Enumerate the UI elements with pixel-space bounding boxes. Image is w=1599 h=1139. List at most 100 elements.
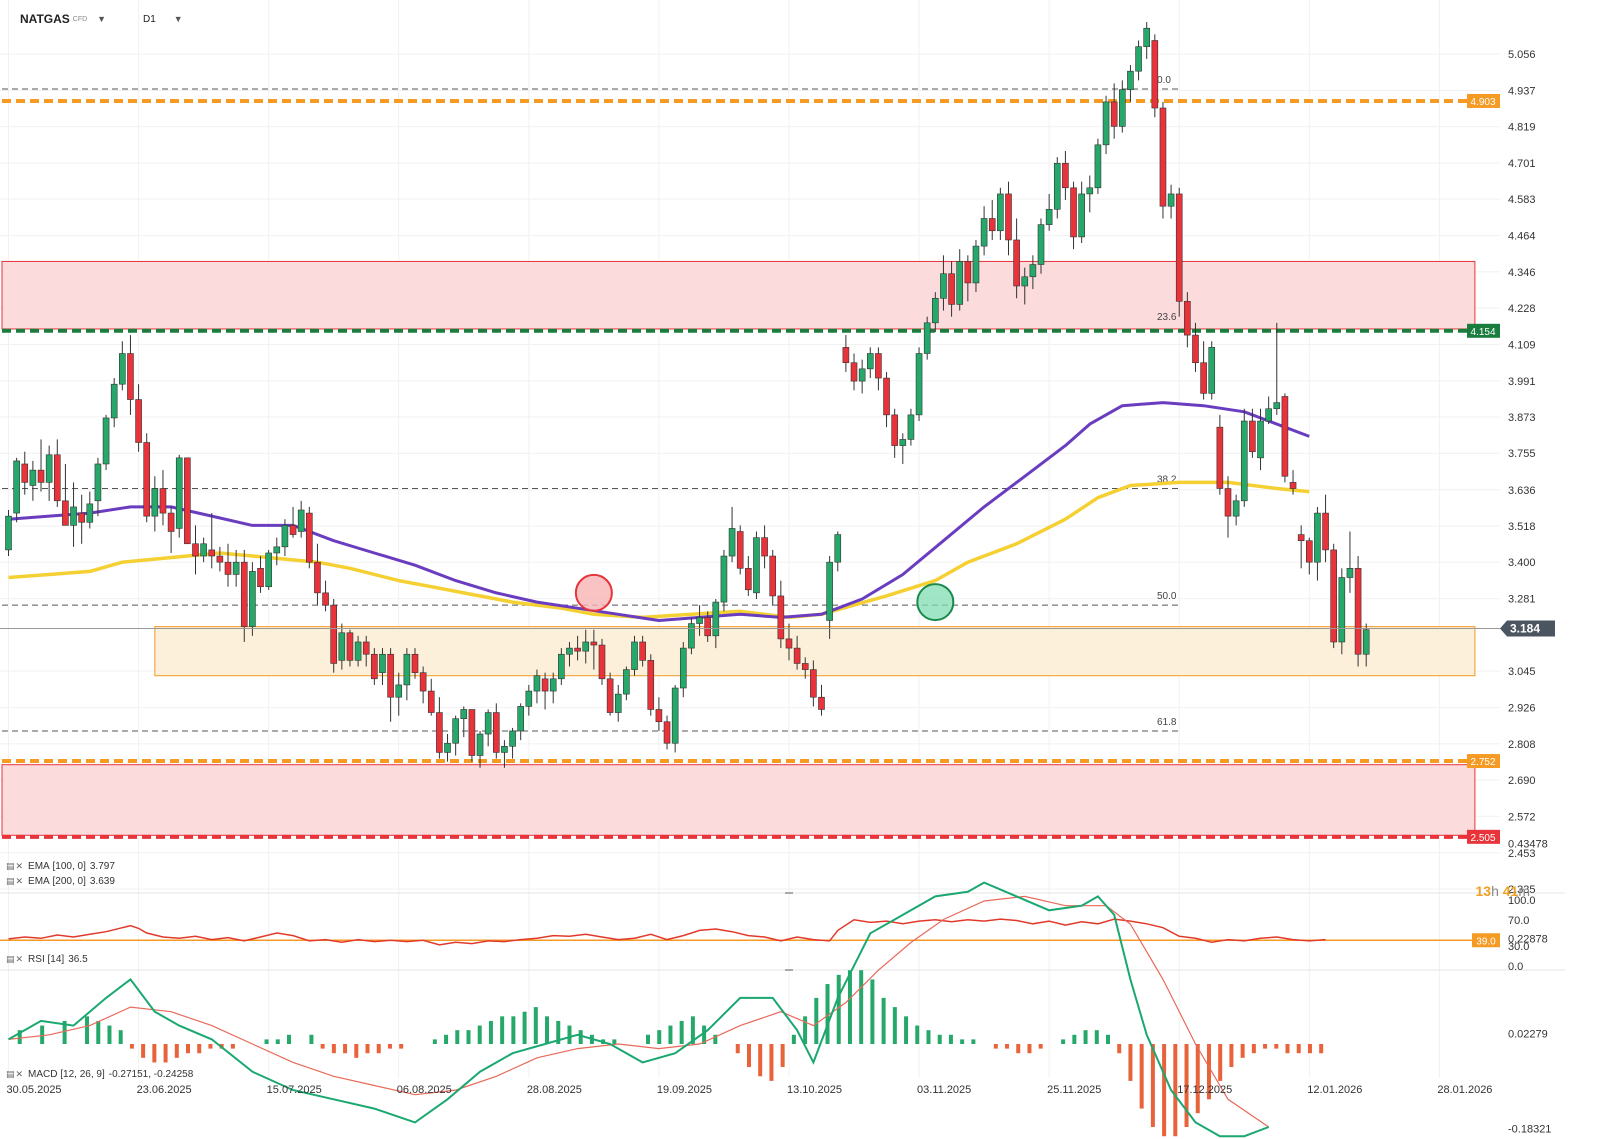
candle-body	[1167, 193, 1175, 207]
rsi-legend[interactable]: ▤✕ RSI [14] 36.5	[6, 954, 88, 965]
candle-body	[427, 690, 435, 713]
candle-body	[907, 414, 915, 440]
candle-body	[671, 687, 679, 744]
candle	[582, 629, 590, 664]
macd-legend[interactable]: ▤✕ MACD [12, 26, 9] -0.27151, -0.24258	[6, 1069, 194, 1080]
candle-body	[289, 525, 297, 535]
candle-body	[509, 730, 516, 747]
candle	[1167, 184, 1175, 219]
candle-body	[102, 417, 110, 465]
macd-histogram-bar	[1072, 1034, 1077, 1044]
chevron-down-icon[interactable]: ▼	[173, 14, 183, 24]
candle-body	[29, 469, 37, 486]
macd-pane: 0.43478 0.22878 0.02279 -0.18321	[8, 838, 1551, 1138]
macd-histogram-bar	[264, 1039, 269, 1044]
candle-body	[13, 460, 20, 514]
candle	[45, 445, 53, 501]
candle	[745, 556, 752, 596]
macd-tick: -0.18321	[1508, 1123, 1551, 1135]
candle	[826, 556, 833, 639]
candle	[289, 506, 297, 538]
macd-histogram-bar	[96, 1020, 101, 1044]
candle-body	[371, 653, 378, 680]
chevron-down-icon[interactable]: ▼	[97, 14, 107, 24]
macd-histogram-bar	[62, 1020, 67, 1044]
candle	[663, 715, 671, 750]
ema200-legend[interactable]: ▤✕ EMA [200, 0] 3.639	[6, 876, 115, 887]
candle-body	[232, 561, 240, 575]
settings-close-icon[interactable]: ▤✕	[6, 861, 25, 871]
candle-body	[541, 678, 549, 692]
candle	[1094, 138, 1102, 194]
candle	[818, 684, 825, 716]
candle	[558, 648, 565, 685]
candle-body	[736, 531, 744, 569]
candle-body	[492, 712, 500, 753]
candle	[314, 543, 321, 606]
date-tick: 23.06.2025	[137, 1084, 192, 1096]
macd-histogram-bar	[937, 1034, 942, 1044]
candle-body	[785, 638, 793, 649]
candle-body	[639, 641, 646, 661]
level-badge	[1467, 93, 1500, 108]
candle	[265, 549, 272, 590]
macd-histogram-bar	[904, 1016, 909, 1044]
price-tick: 2.808	[1508, 739, 1536, 751]
price-tick: 4.701	[1508, 158, 1536, 170]
candle-body	[338, 632, 346, 661]
candle	[427, 678, 435, 716]
candle-body	[127, 353, 134, 400]
symbol-selector[interactable]: NATGAS CFD ▼	[20, 9, 106, 29]
settings-close-icon[interactable]: ▤✕	[6, 954, 25, 964]
candle	[1159, 101, 1167, 219]
candle-body	[891, 414, 898, 446]
candle-body	[1240, 420, 1248, 502]
macd-histogram-bar	[466, 1030, 471, 1044]
macd-histogram-bar	[354, 1044, 359, 1058]
candle-body	[663, 721, 671, 744]
price-axis[interactable]: 5.056 4.937 4.819 4.701 4.583 4.464 4.346 4.228…	[0, 49, 1555, 896]
ema100-legend[interactable]: ▤✕ EMA [100, 0] 3.797	[6, 861, 115, 872]
date-tick: 13.10.2025	[787, 1084, 842, 1096]
candle-body	[1086, 187, 1094, 195]
candle-body	[1029, 264, 1037, 278]
candle-body	[265, 552, 272, 588]
candle-body	[1135, 46, 1142, 72]
candle-body	[1314, 512, 1321, 563]
candle-body	[1362, 629, 1370, 655]
candle	[1200, 341, 1207, 400]
settings-close-icon[interactable]: ▤✕	[6, 876, 25, 886]
macd-histogram-bar	[275, 1039, 280, 1044]
candle-body	[387, 653, 394, 698]
candle	[932, 292, 939, 333]
macd-histogram-bar	[331, 1044, 336, 1054]
candle	[468, 709, 476, 762]
macd-signal-line	[8, 895, 1270, 1128]
macd-histogram-bar	[1263, 1044, 1268, 1049]
price-tick: 3.518	[1508, 521, 1536, 533]
macd-histogram-bar	[915, 1025, 920, 1044]
macd-histogram-bar	[926, 1030, 931, 1044]
marker-green	[916, 583, 955, 622]
candle	[696, 605, 703, 636]
fib-label: 38.2	[1157, 475, 1177, 486]
candle	[175, 454, 183, 538]
candle	[907, 408, 915, 446]
candle-body	[184, 457, 191, 545]
candle	[371, 648, 378, 685]
candle-body	[533, 675, 541, 692]
price-tick: 3.755	[1508, 448, 1536, 460]
candle	[639, 635, 646, 667]
macd-histogram-bar	[713, 1034, 718, 1044]
rsi-line	[8, 918, 1326, 946]
settings-close-icon[interactable]: ▤✕	[6, 1069, 25, 1079]
candle-body	[330, 604, 338, 664]
horizontal-levels[interactable]: 4.903 4.154 2.752 2.505	[2, 93, 1500, 844]
candle	[1346, 531, 1354, 593]
timeframe-selector[interactable]: D1 ▼	[143, 9, 183, 29]
macd-histogram-bar	[17, 1030, 22, 1044]
candle-body	[1330, 549, 1337, 643]
date-axis[interactable]: 30.05.2025 23.06.2025 15.07.2025 06.08.2025…	[7, 1084, 1493, 1096]
candle	[1135, 40, 1142, 81]
